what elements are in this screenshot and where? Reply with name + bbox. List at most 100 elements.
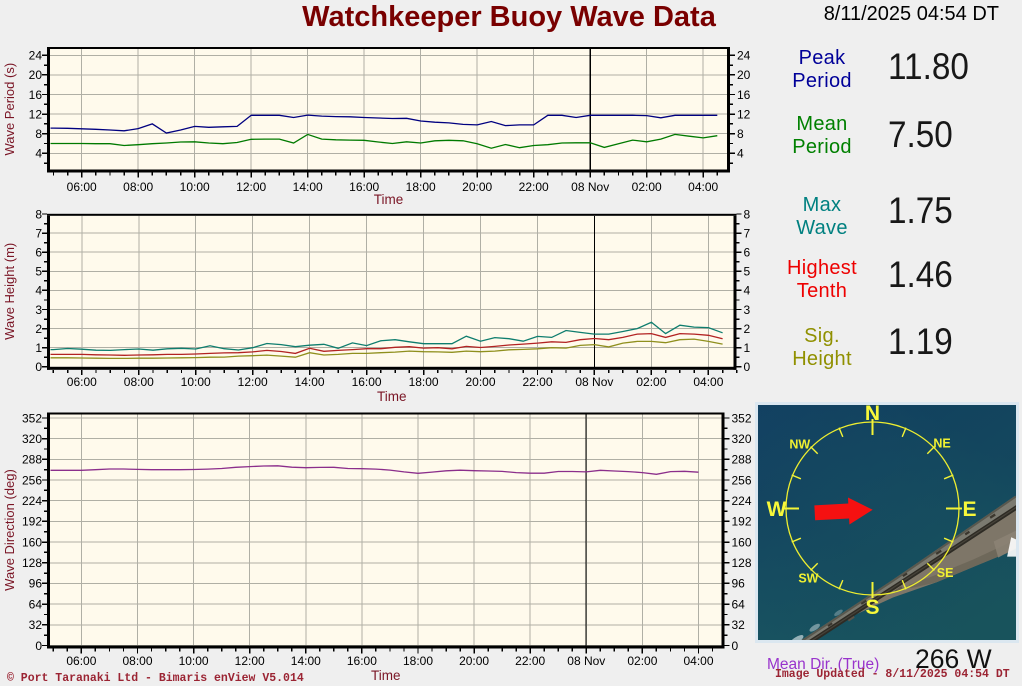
svg-text:02:00: 02:00 <box>627 654 657 668</box>
svg-text:12: 12 <box>29 107 43 121</box>
svg-text:08 Nov: 08 Nov <box>575 375 613 389</box>
svg-text:0: 0 <box>35 360 42 374</box>
svg-text:Time: Time <box>374 192 404 207</box>
svg-text:7: 7 <box>35 226 42 240</box>
svg-text:24: 24 <box>737 49 751 63</box>
svg-text:SE: SE <box>936 566 953 580</box>
svg-text:12:00: 12:00 <box>236 180 266 194</box>
svg-text:12:00: 12:00 <box>235 654 265 668</box>
svg-text:256: 256 <box>732 473 752 487</box>
svg-text:2: 2 <box>35 322 42 336</box>
svg-text:352: 352 <box>732 411 752 425</box>
svg-text:NW: NW <box>789 438 810 452</box>
svg-text:Wave Height (m): Wave Height (m) <box>2 243 17 340</box>
svg-text:7: 7 <box>744 226 751 240</box>
svg-text:20:00: 20:00 <box>465 375 495 389</box>
svg-text:04:00: 04:00 <box>683 654 713 668</box>
svg-text:12: 12 <box>737 107 751 121</box>
svg-text:64: 64 <box>29 597 43 611</box>
svg-text:Wave Period (s): Wave Period (s) <box>2 63 17 156</box>
svg-text:20:00: 20:00 <box>459 654 489 668</box>
svg-text:1: 1 <box>744 341 751 355</box>
svg-text:8: 8 <box>744 207 751 221</box>
svg-text:5: 5 <box>744 265 751 279</box>
svg-text:128: 128 <box>732 556 752 570</box>
svg-text:10:00: 10:00 <box>180 180 210 194</box>
svg-text:16: 16 <box>29 88 43 102</box>
svg-text:N: N <box>864 402 879 425</box>
svg-text:22:00: 22:00 <box>519 180 549 194</box>
svg-text:SW: SW <box>798 572 818 586</box>
svg-text:20: 20 <box>737 68 751 82</box>
svg-text:10:00: 10:00 <box>181 375 211 389</box>
svg-text:5: 5 <box>35 265 42 279</box>
svg-text:192: 192 <box>22 515 42 529</box>
svg-text:0: 0 <box>744 360 751 374</box>
svg-text:160: 160 <box>22 535 42 549</box>
svg-text:16:00: 16:00 <box>352 375 382 389</box>
svg-text:14:00: 14:00 <box>291 654 321 668</box>
svg-text:04:00: 04:00 <box>693 375 723 389</box>
svg-text:8: 8 <box>35 207 42 221</box>
svg-text:24: 24 <box>29 49 43 63</box>
svg-text:20:00: 20:00 <box>462 180 492 194</box>
svg-text:64: 64 <box>732 597 746 611</box>
svg-text:16:00: 16:00 <box>347 654 377 668</box>
svg-text:14:00: 14:00 <box>293 180 323 194</box>
svg-text:18:00: 18:00 <box>403 654 433 668</box>
svg-text:22:00: 22:00 <box>515 654 545 668</box>
svg-text:16:00: 16:00 <box>349 180 379 194</box>
svg-text:Time: Time <box>377 389 407 404</box>
svg-text:3: 3 <box>35 303 42 317</box>
svg-text:20: 20 <box>29 68 43 82</box>
svg-text:96: 96 <box>29 577 43 591</box>
svg-text:08 Nov: 08 Nov <box>571 180 609 194</box>
svg-text:160: 160 <box>732 535 752 549</box>
svg-text:96: 96 <box>732 577 746 591</box>
svg-text:04:00: 04:00 <box>688 180 718 194</box>
svg-text:4: 4 <box>35 147 42 161</box>
svg-text:06:00: 06:00 <box>67 375 97 389</box>
svg-text:16: 16 <box>737 88 751 102</box>
svg-text:6: 6 <box>35 246 42 260</box>
svg-text:192: 192 <box>732 515 752 529</box>
svg-text:8: 8 <box>737 127 744 141</box>
svg-text:22:00: 22:00 <box>522 375 552 389</box>
svg-text:32: 32 <box>29 618 43 632</box>
svg-text:3: 3 <box>744 303 751 317</box>
svg-text:06:00: 06:00 <box>67 180 97 194</box>
svg-text:14:00: 14:00 <box>295 375 325 389</box>
svg-text:08 Nov: 08 Nov <box>567 654 605 668</box>
svg-text:10:00: 10:00 <box>179 654 209 668</box>
svg-text:18:00: 18:00 <box>409 375 439 389</box>
svg-text:288: 288 <box>22 453 42 467</box>
svg-text:320: 320 <box>22 432 42 446</box>
svg-text:Time: Time <box>371 668 401 683</box>
svg-text:4: 4 <box>35 284 42 298</box>
svg-text:E: E <box>962 498 976 521</box>
svg-text:12:00: 12:00 <box>238 375 268 389</box>
svg-text:S: S <box>865 596 879 619</box>
svg-text:08:00: 08:00 <box>123 180 153 194</box>
svg-text:352: 352 <box>22 411 42 425</box>
svg-text:6: 6 <box>744 246 751 260</box>
svg-text:2: 2 <box>744 322 751 336</box>
svg-text:224: 224 <box>732 494 752 508</box>
svg-text:Wave Direction (deg): Wave Direction (deg) <box>2 469 17 591</box>
svg-text:4: 4 <box>744 284 751 298</box>
svg-text:08:00: 08:00 <box>124 375 154 389</box>
svg-text:320: 320 <box>732 432 752 446</box>
svg-text:0: 0 <box>35 639 42 653</box>
svg-text:8: 8 <box>35 127 42 141</box>
svg-text:224: 224 <box>22 494 42 508</box>
svg-text:0: 0 <box>732 639 739 653</box>
svg-text:06:00: 06:00 <box>66 654 96 668</box>
svg-text:256: 256 <box>22 473 42 487</box>
svg-text:4: 4 <box>737 147 744 161</box>
svg-text:02:00: 02:00 <box>632 180 662 194</box>
svg-text:288: 288 <box>732 453 752 467</box>
svg-text:02:00: 02:00 <box>636 375 666 389</box>
svg-text:128: 128 <box>22 556 42 570</box>
svg-text:NE: NE <box>933 437 950 451</box>
svg-text:1: 1 <box>35 341 42 355</box>
